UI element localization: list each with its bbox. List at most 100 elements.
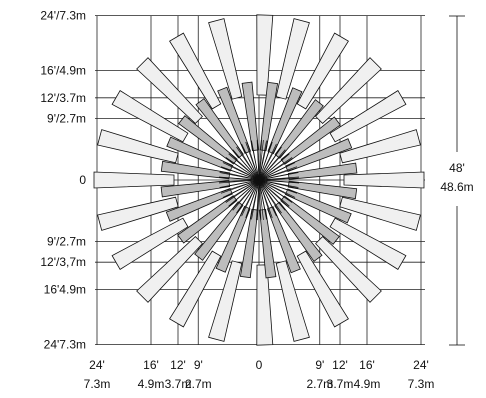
x-axis-label-meters: 4.9m — [138, 377, 165, 391]
inner-detection-zone — [284, 188, 352, 224]
y-axis-label: 0 — [79, 173, 86, 187]
outer-detection-zone — [169, 32, 222, 110]
outer-detection-zone — [329, 217, 407, 270]
outer-detection-zone — [339, 196, 421, 231]
y-axis-label: 24'7.3m — [44, 337, 86, 351]
outer-detection-zone — [136, 57, 203, 124]
detection-ray — [232, 149, 260, 181]
inner-detection-zone — [177, 195, 238, 244]
x-axis-label-feet: 9' — [194, 358, 203, 372]
inner-detection-zone — [287, 162, 358, 180]
range-indicator: 48' 48.6m — [440, 15, 474, 346]
detection-ray — [240, 143, 260, 181]
range-label-meters: 48.6m — [440, 180, 473, 194]
detection-ray — [245, 179, 260, 219]
outer-detection-zone — [169, 250, 222, 328]
x-axis-label-feet: 16' — [143, 358, 159, 372]
inner-detection-zone — [160, 160, 231, 180]
detection-ray — [225, 157, 260, 181]
detection-ray — [220, 179, 260, 193]
detection-ray — [258, 141, 273, 181]
outer-detection-zone — [256, 14, 274, 96]
outer-detection-zone — [111, 217, 189, 270]
outer-detection-zone — [111, 90, 189, 143]
detection-ray — [258, 179, 262, 221]
outer-detection-zone — [275, 18, 310, 100]
detection-ray — [258, 179, 298, 194]
x-axis-label-feet: 9' — [315, 358, 324, 372]
outer-detection-zone — [208, 260, 243, 342]
detection-ray — [258, 179, 300, 183]
detection-ray — [258, 161, 296, 181]
detection-ray — [222, 179, 260, 199]
inner-detection-zone — [241, 81, 259, 152]
detection-rays — [218, 139, 300, 221]
detection-ray — [246, 141, 260, 181]
detection-ray — [258, 179, 286, 211]
x-axis-label-meters: 2.7m — [185, 377, 212, 391]
outer-detection-zone — [208, 18, 243, 100]
outer-detection-zone — [275, 260, 310, 342]
detection-ray — [258, 179, 295, 199]
y-axis-label: 12'/3.7m — [40, 91, 86, 105]
inner-detection-zone — [195, 98, 244, 159]
x-axis-label-meters: 7.3m — [84, 377, 111, 391]
detection-ray — [258, 171, 299, 181]
x-axis-label-feet: 12' — [332, 358, 348, 372]
inner-detection-zone — [267, 87, 303, 155]
detection-ray — [229, 152, 260, 181]
inner-detection-zone — [274, 201, 323, 262]
detection-ray — [258, 158, 293, 181]
outer-detection-zone — [136, 236, 203, 303]
inner-detection-zone — [285, 138, 353, 173]
x-axis-label-meters: 3.7m — [327, 377, 354, 391]
outer-detection-zone — [315, 236, 382, 303]
detection-ray — [258, 179, 272, 219]
detection-ray — [258, 167, 298, 181]
outer-detection-zone — [97, 129, 179, 164]
detection-ray — [258, 150, 287, 181]
inner-detection-zone — [165, 187, 233, 222]
y-axis-labels: 24'/7.3m 16'/4.9m 12'/3.7m 9'/2.7m 0 9'/2.7m 1… — [40, 9, 86, 352]
inner-detection-zone — [217, 86, 252, 154]
detection-ray — [258, 179, 268, 220]
inner-detection-zone — [287, 180, 358, 200]
inner-detection-zone — [239, 208, 259, 279]
x-axis-label-meters: 3.7m — [165, 377, 192, 391]
y-axis-label: 12'/3,7m — [40, 255, 86, 269]
outer-detection-zone — [93, 171, 175, 189]
outer-detection-zone — [296, 250, 349, 328]
detection-ray — [256, 139, 260, 181]
outer-detection-zone — [315, 57, 382, 124]
detection-ray — [258, 144, 278, 181]
inner-detection-zone — [215, 205, 251, 273]
y-axis-label: 9'/2.7m — [47, 111, 86, 125]
inner-detection-zone — [280, 195, 340, 245]
detection-ray — [258, 153, 290, 181]
detection-ray — [258, 179, 293, 203]
detection-ray — [231, 179, 260, 210]
x-axis-label-feet: 16' — [359, 358, 375, 372]
detection-ray — [218, 179, 260, 183]
detection-ray — [258, 179, 278, 217]
inner-detection-zone — [178, 115, 238, 165]
detection-ray — [258, 179, 299, 189]
detection-ray — [258, 177, 300, 181]
detection-ray — [240, 179, 260, 216]
inner-detection-zone — [160, 180, 231, 198]
detection-ray — [220, 166, 260, 181]
x-axis-label-feet: 12' — [170, 358, 186, 372]
outer-detection-zone — [296, 32, 349, 110]
y-axis-label: 24'/7.3m — [40, 9, 86, 23]
x-axis-label-feet: 24' — [413, 358, 429, 372]
outer-detection-zone — [339, 129, 421, 164]
detection-ray — [223, 161, 260, 181]
outer-detection-zone — [329, 90, 407, 143]
detection-ray — [258, 146, 282, 181]
detection-ray — [258, 179, 289, 208]
y-axis-label: 16'4.9m — [44, 283, 86, 297]
x-axis-label-feet: 24' — [89, 358, 105, 372]
inner-detection-zone — [280, 116, 341, 165]
